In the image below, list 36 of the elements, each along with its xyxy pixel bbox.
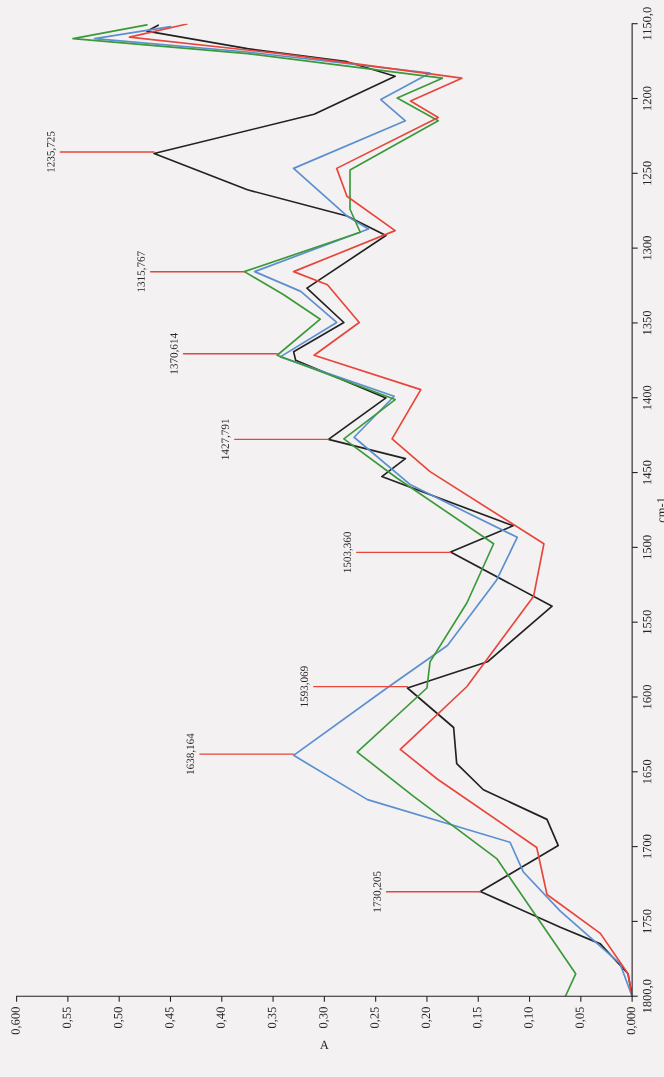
y-tick-label: 1250 <box>642 161 652 185</box>
x-tick-label: 0,50 <box>113 1007 125 1029</box>
annotation: 1370,614 <box>170 333 180 374</box>
y-tick-label: 1350 <box>642 310 652 335</box>
y-tick-label: 1550 <box>642 610 652 634</box>
y-tick-label: 1200 <box>642 86 652 110</box>
x-tick-label: 0,20 <box>421 1007 432 1029</box>
annotation: 1315,767 <box>137 251 147 292</box>
y-tick-label: 1800,0 <box>642 979 654 1013</box>
x-axis-title: A <box>319 1040 329 1049</box>
x-tick-label: 0,000 <box>626 1007 638 1035</box>
x-tick-label: 0,55 <box>62 1007 73 1029</box>
x-tick-label: 0,05 <box>575 1007 586 1029</box>
x-tick-label: 0,45 <box>165 1007 176 1029</box>
x-tick-label: 0,30 <box>319 1007 330 1029</box>
y-tick-label: 1150,0 <box>642 7 654 40</box>
annotation: 1638,164 <box>186 733 196 774</box>
x-tick-label: 0,10 <box>524 1007 535 1029</box>
y-tick-label: 1700 <box>642 834 652 859</box>
y-tick-label: 1600 <box>642 684 652 709</box>
x-tick-label: 0,25 <box>370 1007 381 1029</box>
annotation: 1593,069 <box>300 666 310 707</box>
annotation: 1427,791 <box>221 419 231 460</box>
y-tick-label: 1500 <box>642 535 652 559</box>
x-tick-label: 0,40 <box>216 1007 227 1029</box>
annotation: 1503,360 <box>343 531 353 573</box>
x-tick-label: 0,600 <box>11 1007 22 1035</box>
annotation: 1730,205 <box>373 871 383 912</box>
annotation: 1235,725 <box>47 131 57 172</box>
y-tick-label: 1450 <box>642 460 652 484</box>
y-tick-label: 1300 <box>642 236 652 260</box>
x-tick-label: 0,35 <box>267 1007 278 1029</box>
y-tick-label: 1750 <box>642 909 652 933</box>
y-tick-label: 1650 <box>642 759 652 784</box>
x-tick-label: 0,15 <box>472 1007 484 1029</box>
y-tick-label: 1400 <box>642 385 652 410</box>
